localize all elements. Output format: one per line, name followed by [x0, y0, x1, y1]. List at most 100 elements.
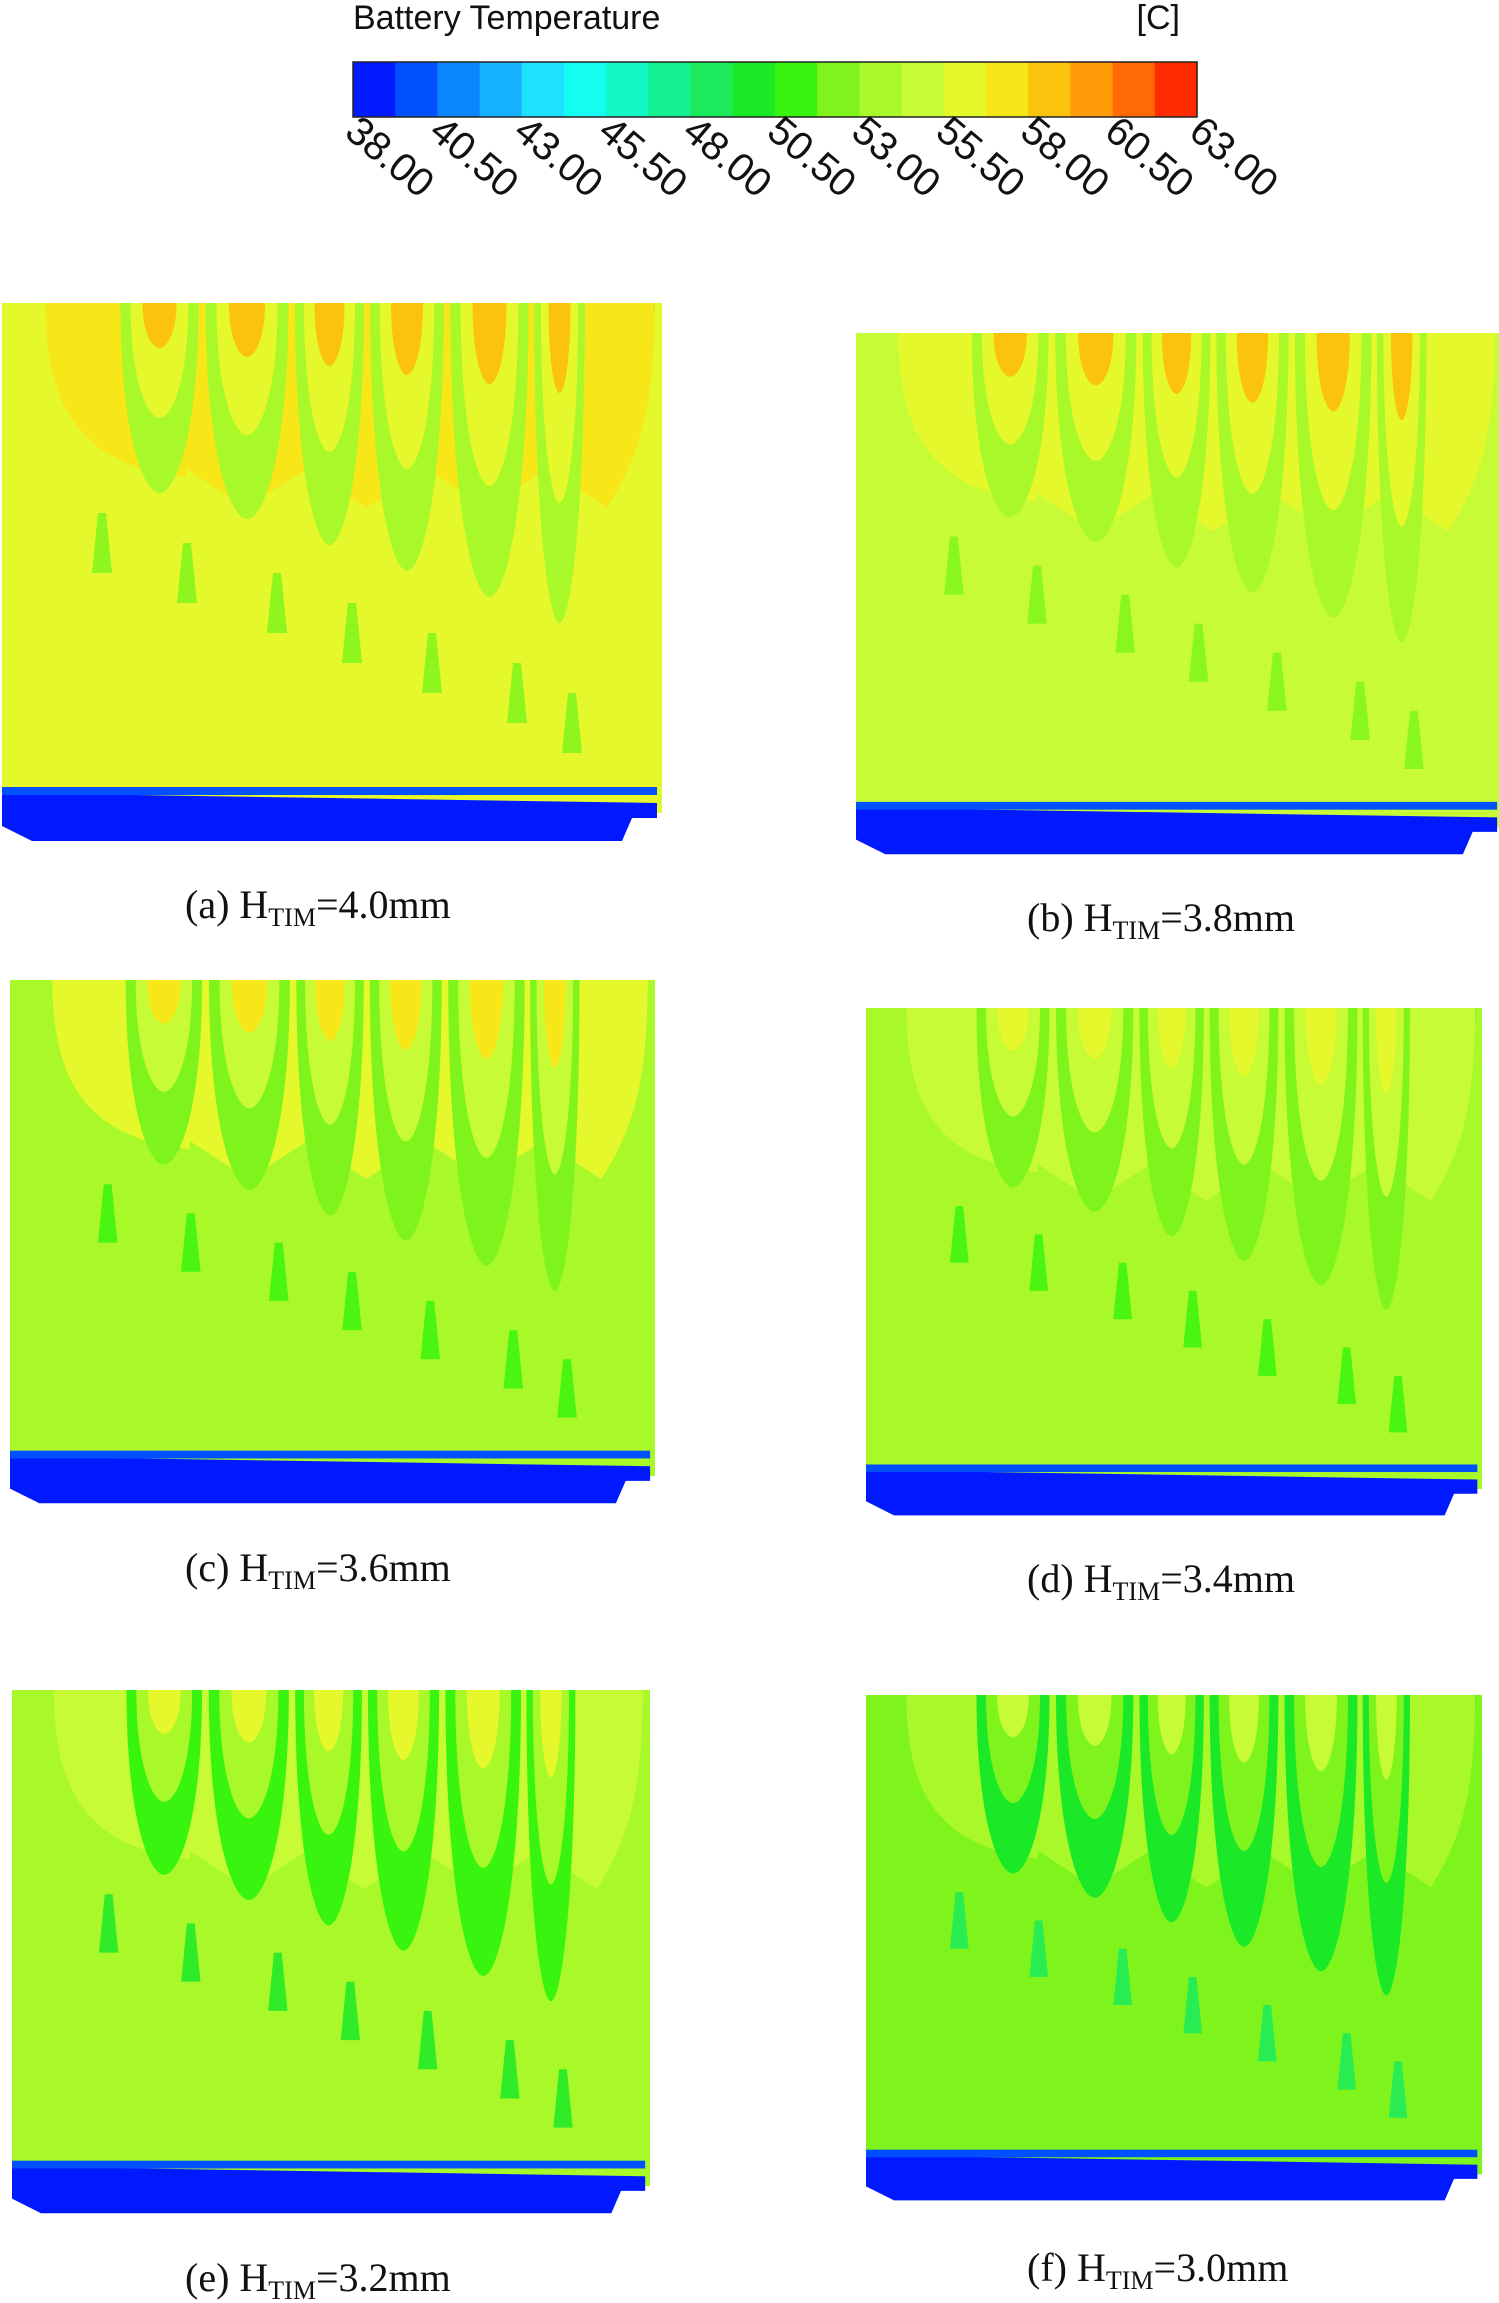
cell-notch	[500, 2040, 520, 2099]
cold-plate	[856, 807, 1498, 855]
cell-notch	[1388, 1375, 1408, 1433]
hot-lobe	[981, 333, 1039, 445]
legend-band	[395, 62, 438, 117]
hot-lobe	[1304, 333, 1362, 511]
hot-lobe	[229, 303, 265, 357]
legend-tick-label: 50.50	[759, 108, 864, 206]
cell-notch	[1388, 2061, 1408, 2118]
legend-band	[1070, 62, 1114, 117]
cold-plate	[2, 793, 657, 841]
legend-band	[564, 62, 607, 117]
contour-plot-b	[856, 333, 1499, 855]
hot-lobe	[455, 1690, 512, 1868]
caption-a: (a) HTIM=4.0mm	[185, 882, 451, 932]
cell-notch	[267, 573, 287, 633]
cell-notch	[268, 1242, 289, 1301]
hot-lobe	[1218, 1008, 1270, 1165]
hot-lobe	[993, 333, 1027, 377]
legend-tick-label: 45.50	[590, 108, 695, 206]
cell-notch	[553, 2069, 573, 2128]
hot-lobe	[1225, 333, 1280, 494]
legend-band	[1154, 62, 1198, 117]
cell-notch	[97, 1184, 118, 1243]
cell-notch	[944, 536, 964, 595]
hot-lobe	[219, 980, 280, 1109]
hot-lobe	[472, 303, 507, 384]
contour-plot-e	[12, 1690, 650, 2214]
hot-lobe	[315, 980, 345, 1042]
cell-notch	[418, 2010, 438, 2070]
cell-notch	[342, 1271, 362, 1331]
cell-notch	[420, 1300, 440, 1360]
contour-plot-c	[10, 980, 655, 1504]
hot-lobe	[135, 980, 193, 1092]
hot-lobe	[1368, 1008, 1404, 1197]
hot-lobe	[1147, 1695, 1196, 1835]
hot-lobe	[142, 303, 177, 348]
hot-lobe	[1161, 333, 1192, 395]
hot-lobe	[460, 303, 519, 486]
legend-tick-label: 53.00	[844, 108, 949, 206]
contour-plot-a	[2, 303, 662, 841]
cell-notch	[177, 543, 197, 603]
caption-e: (e) HTIM=3.2mm	[185, 2255, 451, 2303]
contour-band	[866, 1008, 1482, 1489]
hot-lobe	[303, 1690, 354, 1835]
legend-band	[690, 62, 734, 117]
legend-unit: [C]	[1137, 0, 1180, 37]
hot-lobe	[1383, 333, 1420, 527]
interface-layer	[2, 787, 657, 795]
cell-notch	[342, 603, 362, 663]
legend-tick-label: 60.50	[1097, 108, 1202, 206]
hot-lobe	[130, 303, 189, 418]
cell-notch	[1183, 1290, 1202, 1348]
cell-notch	[1267, 652, 1287, 711]
cell-notch	[99, 1894, 119, 1953]
hot-lobe	[1294, 1695, 1348, 1867]
contour-panel-b: (b) HTIM=3.8mm	[856, 333, 1499, 945]
contour-band	[10, 980, 655, 1476]
interface-layer	[866, 1464, 1478, 1473]
cell-notch	[1029, 1920, 1048, 1977]
hot-lobe	[1305, 1695, 1337, 1772]
legend-band	[1112, 62, 1156, 117]
hot-lobe	[1065, 333, 1126, 461]
contour-panel-f: (f) HTIM=3.0mm	[866, 1695, 1482, 2295]
hot-lobe	[379, 980, 433, 1142]
hot-lobe	[1078, 333, 1114, 386]
legend-band	[606, 62, 649, 117]
legend-band	[901, 62, 945, 117]
cell-notch	[422, 633, 442, 693]
cold-plate	[10, 1456, 651, 1504]
cell-notch	[1337, 2033, 1356, 2090]
cell-notch	[562, 693, 582, 753]
hot-lobe	[466, 1690, 500, 1769]
legend-band	[437, 62, 481, 117]
cell-notch	[950, 1892, 969, 1949]
cell-notch	[340, 1981, 360, 2041]
hot-lobe	[1157, 1695, 1186, 1755]
cell-notch	[1258, 1319, 1277, 1376]
legend-tick-label: 40.50	[422, 108, 527, 206]
hot-lobe	[1376, 1695, 1397, 1780]
cell-notch	[1188, 623, 1209, 682]
hot-lobe	[388, 1690, 419, 1761]
hot-lobe	[1077, 1008, 1112, 1059]
hot-lobe	[1368, 1695, 1404, 1883]
hot-lobe	[548, 303, 571, 393]
cell-notch	[950, 1206, 969, 1263]
legend-band	[1028, 62, 1071, 117]
legend-tick-label: 43.00	[506, 108, 611, 206]
hot-lobe	[1218, 1695, 1270, 1851]
hot-lobe	[1066, 1008, 1124, 1133]
legend-color-bar	[352, 61, 1198, 118]
legend-tick-label: 63.00	[1181, 108, 1286, 206]
contour-panel-c: (c) HTIM=3.6mm	[10, 980, 655, 1595]
hot-lobe	[986, 1695, 1040, 1804]
hot-lobe	[304, 303, 355, 452]
cold-plate	[12, 2166, 646, 2214]
caption-c: (c) HTIM=3.6mm	[185, 1545, 451, 1595]
legend-tick-label: 55.50	[928, 108, 1033, 206]
contour-panel-e: (e) HTIM=3.2mm	[12, 1690, 650, 2303]
